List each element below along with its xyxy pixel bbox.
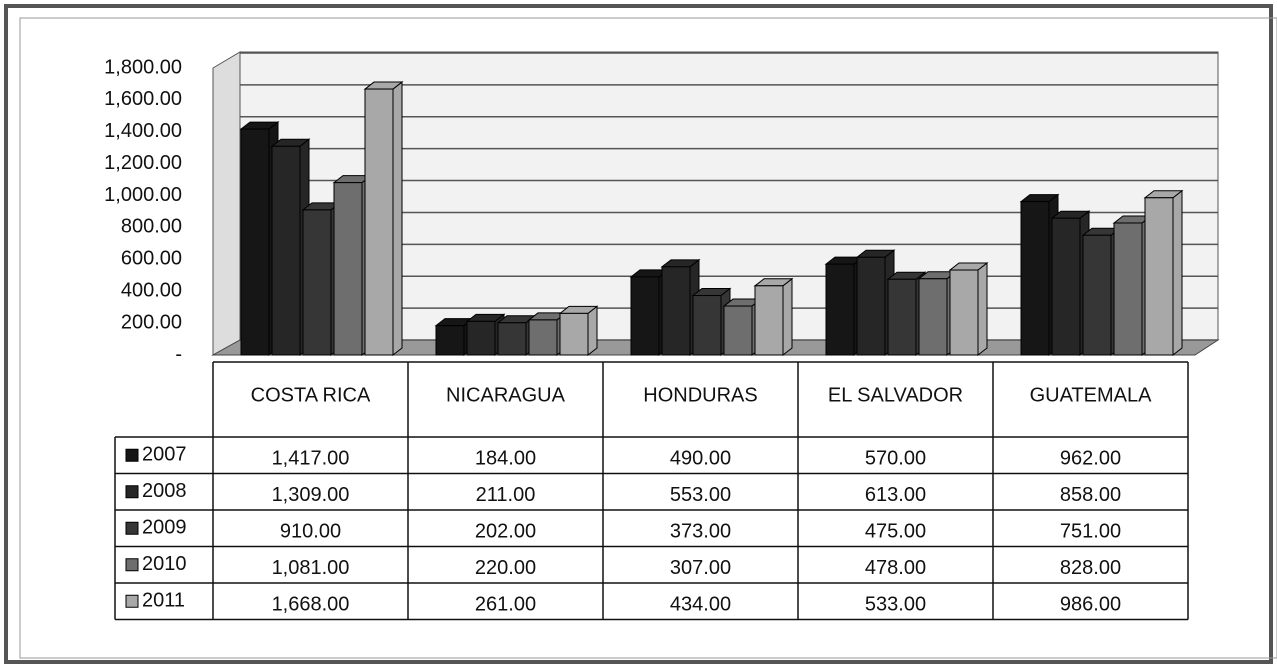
- value-label: 211.00: [476, 484, 536, 506]
- legend-swatch: [125, 448, 139, 462]
- y-tick-label: 1,600.00: [104, 88, 182, 110]
- bar-side: [392, 81, 403, 357]
- bar: [528, 319, 558, 356]
- y-tick-label: 800.00: [121, 216, 182, 238]
- legend-label: 2010: [142, 553, 187, 575]
- value-label: 1,668.00: [272, 594, 350, 616]
- value-label: 828.00: [1060, 557, 1121, 579]
- legend-label: 2008: [142, 480, 187, 502]
- value-label: 986.00: [1060, 594, 1121, 616]
- y-tick-label: 1,200.00: [104, 152, 182, 174]
- value-label: 478.00: [865, 557, 926, 579]
- value-label: 261.00: [475, 594, 536, 616]
- y-tick-label: -: [175, 343, 182, 365]
- legend-swatch: [125, 521, 139, 535]
- legend-swatch: [125, 485, 139, 499]
- value-label: 373.00: [670, 521, 731, 543]
- legend-swatch: [125, 594, 139, 608]
- bar: [856, 256, 886, 356]
- value-label: 858.00: [1060, 484, 1121, 506]
- bar-side: [782, 277, 793, 357]
- value-label: 613.00: [865, 484, 926, 506]
- y-tick-label: 600.00: [121, 248, 182, 270]
- bar-side: [1172, 189, 1183, 357]
- bar: [364, 88, 394, 356]
- value-label: 490.00: [670, 448, 731, 470]
- frame: [4, 4, 1273, 664]
- bar: [692, 295, 722, 356]
- legend-swatch: [125, 558, 139, 572]
- value-label: 307.00: [670, 557, 731, 579]
- bar: [825, 263, 855, 356]
- bar: [630, 276, 660, 356]
- value-label: 533.00: [865, 594, 926, 616]
- value-label: 1,309.00: [272, 484, 350, 506]
- bar: [887, 278, 917, 356]
- x-tick-label: EL SALVADOR: [828, 384, 963, 406]
- bar: [918, 278, 948, 356]
- y-tick-label: 1,800.00: [104, 56, 182, 78]
- y-tick-label: 400.00: [121, 280, 182, 302]
- value-label: 1,417.00: [272, 448, 350, 470]
- y-tick-label: 200.00: [121, 311, 182, 333]
- y-tick-label: 1,000.00: [104, 184, 182, 206]
- y-tick-label: 1,400.00: [104, 120, 182, 142]
- x-tick-label: COSTA RICA: [251, 384, 371, 406]
- legend-label: 2007: [142, 444, 187, 466]
- bar: [723, 305, 753, 356]
- x-tick-label: HONDURAS: [643, 384, 757, 406]
- bar-side: [977, 261, 988, 357]
- value-label: 751.00: [1060, 521, 1121, 543]
- value-label: 220.00: [475, 557, 536, 579]
- bar: [1082, 234, 1112, 356]
- bar: [754, 285, 784, 356]
- bar: [661, 266, 691, 356]
- side-wall: [212, 51, 241, 356]
- bar: [466, 320, 496, 356]
- value-label: 1,081.00: [272, 557, 350, 579]
- value-label: 553.00: [670, 484, 731, 506]
- value-label: 434.00: [670, 594, 731, 616]
- bar-side: [587, 305, 598, 357]
- bar: [302, 209, 332, 356]
- x-tick-label: NICARAGUA: [446, 384, 566, 406]
- bar: [333, 182, 363, 356]
- value-label: 962.00: [1060, 448, 1121, 470]
- bar: [240, 128, 270, 356]
- value-label: 184.00: [475, 448, 536, 470]
- bar: [1144, 197, 1174, 356]
- bar: [271, 145, 301, 356]
- value-label: 202.00: [475, 521, 536, 543]
- bar: [949, 269, 979, 356]
- bar: [435, 325, 465, 356]
- bar: [497, 322, 527, 356]
- bar: [559, 312, 589, 356]
- value-label: 475.00: [865, 521, 926, 543]
- legend-label: 2009: [142, 517, 187, 539]
- inner-frame: [19, 17, 1277, 659]
- bar: [1113, 222, 1143, 356]
- bar: [1051, 217, 1081, 356]
- value-label: 910.00: [280, 521, 341, 543]
- value-label: 570.00: [865, 448, 926, 470]
- x-tick-label: GUATEMALA: [1030, 384, 1153, 406]
- bar: [1020, 201, 1050, 356]
- legend-label: 2011: [142, 590, 185, 612]
